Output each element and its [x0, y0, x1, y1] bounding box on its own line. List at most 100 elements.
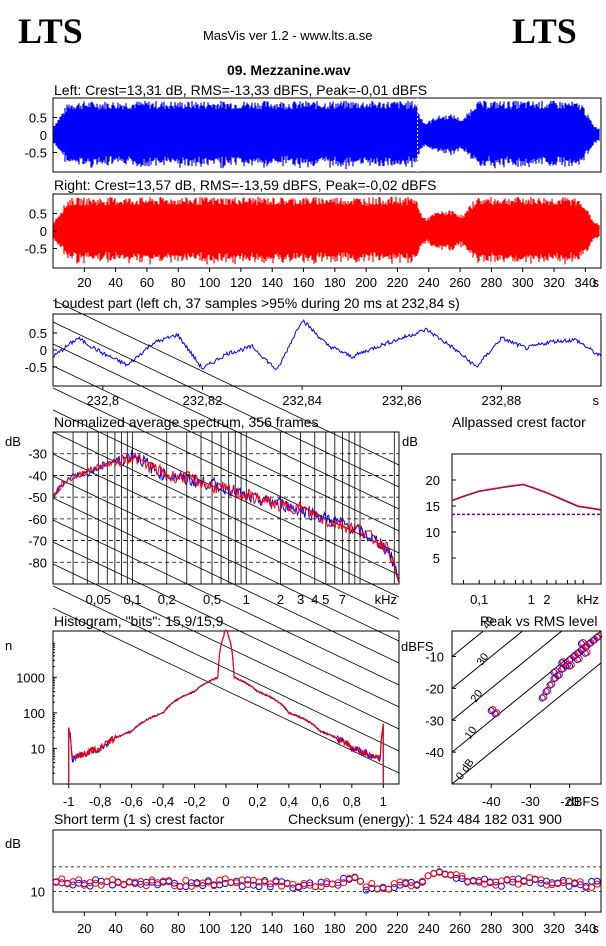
allpass-xtick-label: 1	[528, 592, 535, 607]
peak-vs-rms-crest-label: 40	[480, 614, 497, 631]
peak-vs-rms-point-left	[593, 633, 601, 641]
peak-vs-rms-crest-line	[452, 662, 601, 784]
waveform-right-title: Right: Crest=13,57 dB, RMS=-13,59 dBFS, …	[54, 177, 437, 193]
short-term-crest-point-R	[351, 873, 359, 881]
spectrum-slope-line	[52, 343, 400, 510]
waveform-right-ytick-label: 0	[40, 224, 47, 239]
short-term-crest-xtick-label: 20	[77, 921, 91, 936]
waveform-right-xtick-label: 300	[512, 275, 534, 290]
spectrum-slope-line	[52, 541, 400, 708]
peak-vs-rms-point-right	[583, 648, 591, 657]
peak-vs-rms-point-left	[538, 694, 546, 702]
waveform-right-xtick-label: 20	[77, 275, 91, 290]
short-term-crest-point-R	[227, 878, 235, 886]
short-term-crest-point-R	[289, 880, 297, 888]
lts-logo-right: LTS	[512, 11, 577, 51]
short-term-crest-point-R	[373, 885, 381, 893]
short-term-crest-point-R	[295, 883, 302, 891]
waveform-left-ytick-label: -0.5	[25, 146, 47, 161]
spectrum-slope-line	[52, 409, 400, 576]
allpass-xtick-label: 2	[543, 592, 550, 607]
short-term-crest-xtick-label: 300	[512, 921, 534, 936]
waveform-right-xtick-label: 40	[108, 275, 122, 290]
short-term-crest-xtick-label: 160	[293, 921, 315, 936]
histogram-xtick-label: -0,8	[89, 794, 111, 809]
spectrum-slope-line	[52, 365, 400, 532]
allpass-ytick-label: 15	[426, 499, 440, 514]
short-term-crest-point-R	[509, 875, 517, 883]
spectrum-series-R	[53, 452, 399, 584]
peak-vs-rms-point-left	[566, 662, 574, 670]
peak-vs-rms-point-right	[567, 661, 575, 669]
short-term-crest-point-R	[368, 880, 376, 887]
short-term-crest-point-R	[413, 881, 421, 888]
histogram-xtick-label: -0,4	[152, 794, 174, 809]
histogram-xtick-label: 0	[222, 794, 229, 809]
short-term-crest-point-R	[311, 883, 319, 891]
short-term-crest-point-L	[458, 875, 466, 883]
short-term-crest-point-R	[424, 872, 432, 880]
waveform-left-ytick-label: 0	[40, 128, 47, 143]
loudest-part-frame	[52, 313, 602, 387]
waveform-right-xunit: s	[593, 275, 600, 290]
loudest-part-xtick-label: 232,82	[183, 393, 223, 408]
short-term-crest-point-L	[565, 882, 573, 890]
short-term-crest-point-R	[114, 879, 122, 887]
short-term-crest-point-L	[266, 883, 274, 891]
short-term-crest-point-R	[137, 878, 145, 885]
peak-vs-rms-crest-label: 10	[463, 724, 480, 741]
allpass-xunit: kHz	[577, 592, 599, 607]
allpass-xtick-label: 0,1	[470, 592, 488, 607]
peak-vs-rms-crest-line	[452, 631, 601, 753]
peak-vs-rms-point-right	[575, 654, 583, 663]
short-term-crest-point-R	[204, 878, 212, 886]
peak-vs-rms-point-right	[559, 658, 567, 666]
waveform-right-xtick-label: 280	[481, 275, 503, 290]
allpass-ytick-label: 10	[426, 525, 440, 540]
short-term-crest-point-R	[593, 880, 601, 888]
spectrum-xtick-label: 0,2	[158, 592, 176, 607]
short-term-crest-point-R	[419, 877, 426, 885]
lts-logo-left: LTS	[18, 11, 83, 51]
waveform-right-xtick-label: 340	[574, 275, 596, 290]
loudest-part-xtick-label: 232,88	[481, 393, 521, 408]
waveform-left-ytick-label: 0.5	[29, 111, 47, 126]
histogram-series-R	[68, 629, 384, 785]
short-term-crest-xtick-label: 200	[355, 921, 377, 936]
short-term-crest-xtick-label: 140	[261, 921, 283, 936]
waveform-right-xtick-label: 120	[230, 275, 252, 290]
peak-vs-rms-title: Peak vs RMS level	[480, 613, 598, 629]
short-term-crest-xtick-label: 220	[387, 921, 409, 936]
short-term-crest-point-R	[244, 881, 252, 889]
loudest-part-xtick-label: 232,8	[87, 393, 120, 408]
short-term-crest-point-R	[182, 876, 190, 884]
waveform-left-signal	[53, 100, 600, 169]
short-term-crest-point-R	[58, 875, 66, 883]
waveform-right-xtick-label: 200	[355, 275, 377, 290]
peak-vs-rms-xlabel: dBFS	[566, 794, 599, 809]
short-term-crest-point-R	[120, 881, 128, 889]
short-term-crest-point-L	[593, 877, 601, 885]
short-term-crest-point-R	[486, 878, 494, 886]
short-term-crest-point-L	[109, 881, 116, 889]
waveform-right-xtick-label: 260	[449, 275, 471, 290]
short-term-crest-point-R	[165, 877, 173, 885]
spectrum-ytick-label: -30	[28, 447, 47, 462]
waveform-right-xtick-label: 180	[324, 275, 346, 290]
short-term-crest-point-R	[588, 884, 596, 891]
peak-vs-rms-point-left	[542, 688, 550, 696]
spectrum-slope-line	[52, 563, 400, 730]
waveform-right-ytick-label: -0.5	[25, 242, 47, 257]
short-term-crest-xtick-label: 60	[140, 921, 154, 936]
spectrum-ytick-label: -70	[28, 534, 47, 549]
peak-vs-rms-point-left	[546, 681, 554, 689]
peak-vs-rms-point-left	[573, 656, 581, 664]
short-term-crest-point-R	[475, 877, 483, 884]
peak-vs-rms-crest-label: 0 dB	[454, 757, 477, 782]
spectrum-xtick-label: 0,5	[203, 592, 221, 607]
peak-vs-rms-ytick-label: -30	[425, 713, 444, 728]
allpass-title: Allpassed crest factor	[452, 414, 586, 430]
short-term-crest-point-R	[52, 878, 60, 886]
short-term-crest-point-R	[278, 882, 286, 890]
